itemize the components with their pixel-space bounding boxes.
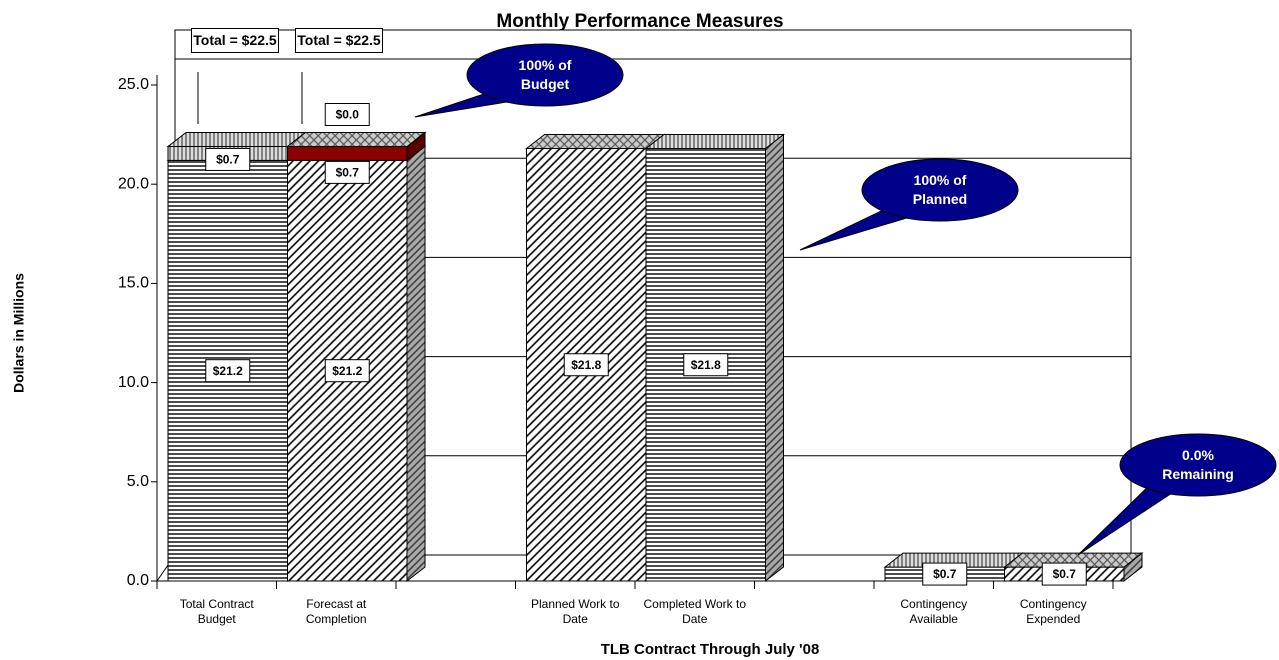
total-label: Total = $22.5 <box>295 28 383 53</box>
value-label-box <box>324 359 370 383</box>
chart-title: Monthly Performance Measures <box>496 11 783 32</box>
y-tick-label: 5.0 <box>127 473 149 490</box>
callout-text: 100% of Budget <box>518 57 572 92</box>
value-label: $21.8 <box>571 358 601 372</box>
bar-side <box>765 133 784 583</box>
bar-top <box>166 132 307 148</box>
y-axis-title: Dollars in Millions <box>11 273 27 393</box>
value-label-box <box>205 359 251 383</box>
callout-bubble <box>1119 433 1277 497</box>
value-label: $0.7 <box>216 153 240 167</box>
bar-top <box>644 133 785 149</box>
bar-top <box>286 132 427 148</box>
value-label-box <box>324 103 370 127</box>
total-label: Total = $22.5 <box>191 28 279 53</box>
value-label: $0.7 <box>336 166 360 180</box>
bar-top <box>525 133 666 149</box>
x-tick-label: Forecast at Completion <box>305 597 367 626</box>
x-tick-label: Total Contract Budget <box>179 597 254 626</box>
callout-bubble <box>861 158 1019 222</box>
value-label-box <box>205 147 251 171</box>
value-label-box <box>563 353 609 377</box>
value-label-box <box>1041 562 1087 586</box>
callout-text: 0.0% Remaining <box>1162 447 1234 482</box>
y-tick-label: 25.0 <box>118 76 149 93</box>
value-label-box <box>922 562 968 586</box>
y-tick-label: 0.0 <box>127 572 149 589</box>
x-tick-label: Contingency Available <box>900 597 968 626</box>
x-tick-label: Planned Work to Date <box>531 597 620 626</box>
callout-text: 100% of Planned <box>912 172 968 207</box>
x-tick-label: Completed Work to Date <box>643 597 747 626</box>
callout-bubble <box>466 43 624 107</box>
x-axis-title: TLB Contract Through July '08 <box>601 641 820 658</box>
value-label: $0.7 <box>1053 567 1077 581</box>
value-label: $21.2 <box>213 364 243 378</box>
x-tick-label: Contingency Expended <box>1019 597 1087 626</box>
bar-segment <box>287 146 408 161</box>
bar-side <box>406 145 426 583</box>
value-label: $21.2 <box>332 364 362 378</box>
value-label: $0.0 <box>336 108 360 122</box>
value-label-box <box>683 353 729 377</box>
value-label: $0.7 <box>933 567 957 581</box>
y-tick-label: 20.0 <box>118 175 149 192</box>
value-label-box <box>324 160 370 184</box>
y-tick-label: 10.0 <box>118 374 149 391</box>
y-tick-label: 15.0 <box>118 275 149 292</box>
value-label: $21.8 <box>691 358 721 372</box>
